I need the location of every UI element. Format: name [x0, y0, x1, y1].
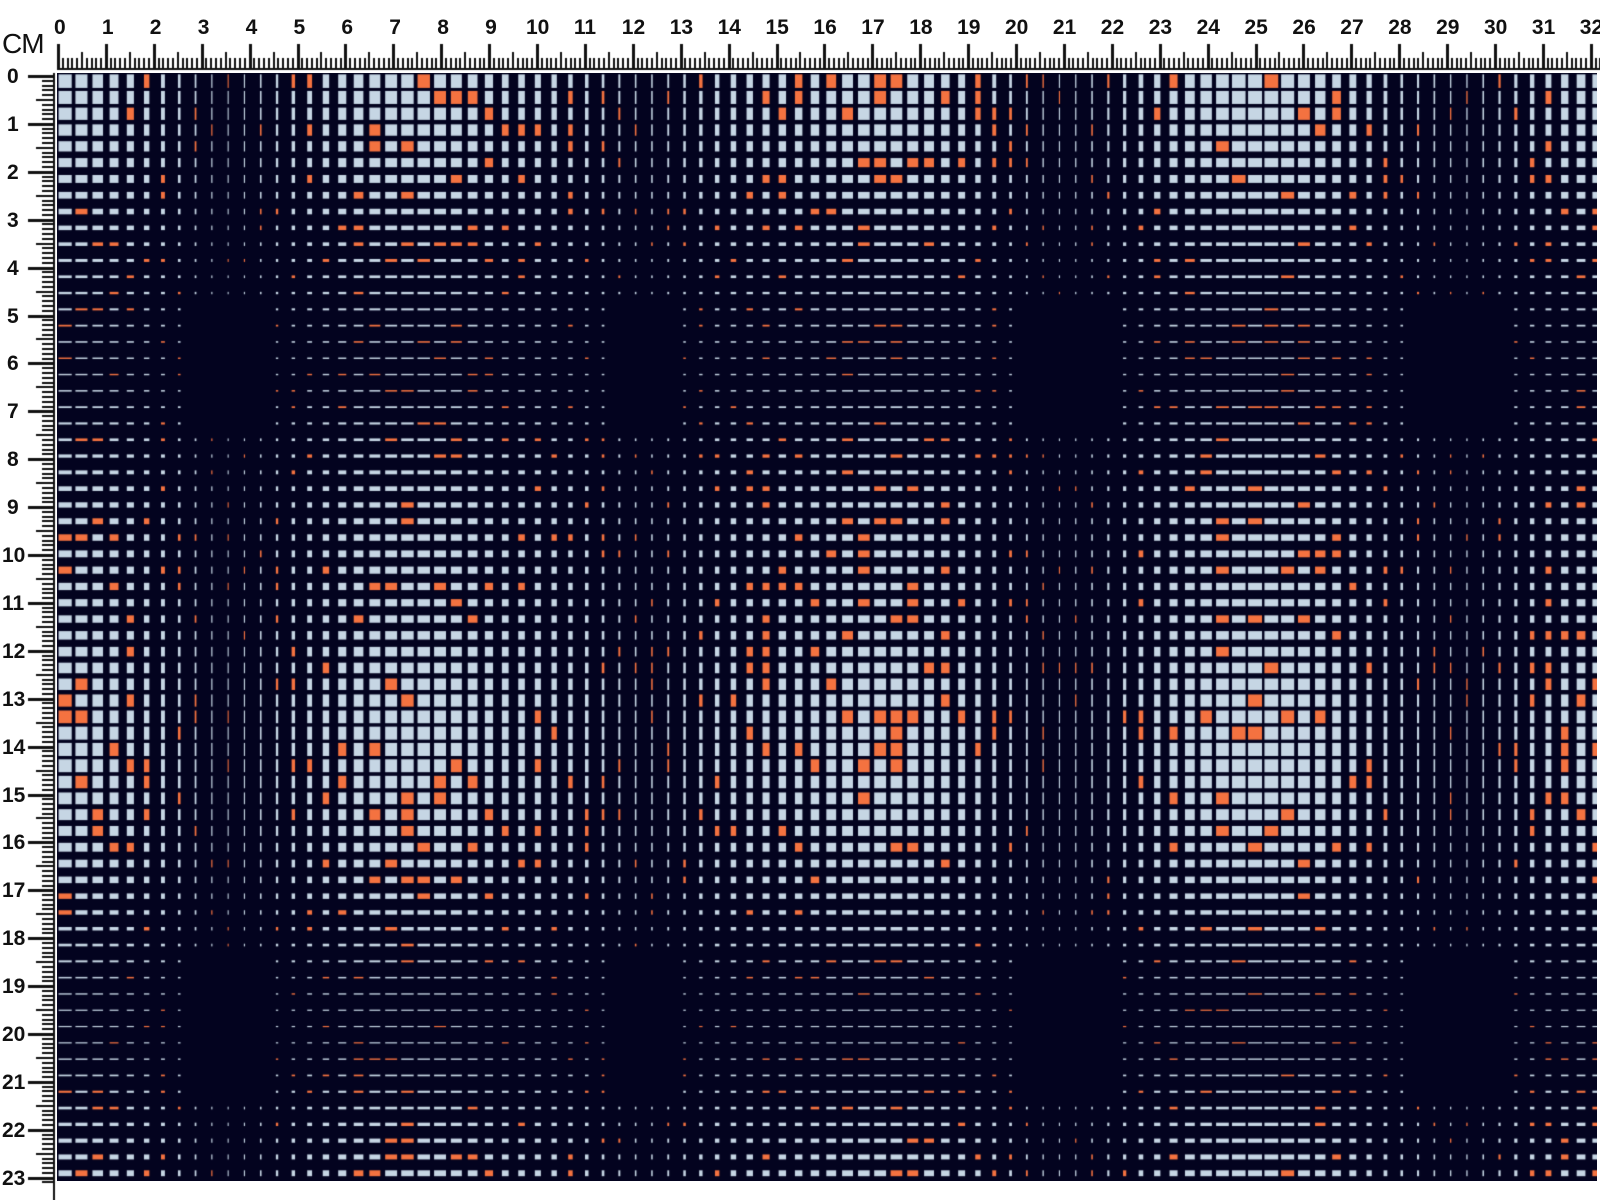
left-ruler-label: 17: [2, 879, 26, 903]
top-ruler-label: 8: [437, 16, 449, 39]
top-ruler-label: 19: [957, 16, 981, 39]
left-ruler-label: 10: [2, 544, 26, 567]
left-ruler-label: 5: [7, 304, 19, 328]
top-ruler-label: 4: [245, 16, 258, 39]
top-ruler-label: 17: [861, 16, 885, 39]
left-ruler-label: 0: [7, 65, 19, 88]
top-ruler-label: 5: [293, 16, 306, 39]
top-ruler-label: 11: [573, 16, 597, 39]
left-ruler-label: 8: [7, 448, 19, 472]
top-ruler-label: 26: [1292, 16, 1316, 39]
top-ruler-label: 23: [1148, 16, 1173, 39]
left-ruler-label: 7: [7, 400, 19, 424]
top-ruler-label: 6: [341, 16, 354, 39]
top-ruler: [0, 0, 1600, 72]
top-ruler-label: 29: [1436, 16, 1460, 39]
top-ruler-label: 13: [669, 16, 694, 39]
top-ruler-label: 18: [909, 16, 933, 39]
left-ruler-label: 13: [2, 687, 26, 711]
top-ruler-label: 20: [1005, 16, 1029, 39]
left-ruler-label: 23: [2, 1166, 26, 1190]
left-ruler-label: 15: [2, 783, 26, 807]
left-ruler-label: 4: [7, 256, 19, 280]
left-ruler-label: 18: [2, 927, 26, 951]
plaid-pattern: [57, 73, 1597, 1181]
left-ruler-label: 1: [7, 112, 19, 136]
top-ruler-label: 14: [717, 16, 741, 39]
left-ruler-label: 16: [2, 831, 26, 855]
top-ruler-label: 21: [1052, 16, 1077, 39]
left-ruler-label: 9: [7, 496, 19, 520]
top-ruler-label: 28: [1388, 16, 1412, 39]
top-ruler-label: 16: [813, 16, 837, 39]
top-ruler-label: 12: [621, 16, 646, 39]
left-ruler-label: 22: [2, 1118, 26, 1142]
top-ruler-label: 2: [149, 16, 162, 39]
top-ruler-label: 15: [765, 16, 789, 39]
top-ruler-label: 27: [1340, 16, 1364, 39]
left-ruler-label: 6: [7, 352, 19, 376]
left-ruler-label: 2: [7, 160, 19, 184]
left-ruler-label: 12: [2, 639, 26, 663]
top-ruler-label: 9: [485, 16, 497, 39]
top-ruler-label: 32: [1579, 16, 1600, 39]
left-ruler: [0, 0, 57, 1200]
left-ruler-label: 3: [7, 208, 19, 232]
left-ruler-label: 11: [2, 591, 25, 615]
top-ruler-label: 24: [1196, 16, 1220, 39]
top-ruler-label: 1: [101, 16, 114, 39]
top-ruler-label: 31: [1531, 16, 1556, 39]
left-ruler-label: 19: [2, 975, 26, 999]
top-ruler-label: 0: [54, 16, 66, 39]
top-ruler-label: 22: [1100, 16, 1125, 39]
left-ruler-label: 20: [2, 1023, 26, 1046]
top-ruler-label: 10: [526, 16, 550, 39]
left-ruler-label: 21: [2, 1070, 26, 1094]
top-ruler-label: 3: [197, 16, 210, 39]
top-ruler-label: 25: [1244, 16, 1268, 39]
top-ruler-label: 7: [389, 16, 401, 39]
left-ruler-label: 14: [2, 735, 26, 759]
top-ruler-label: 30: [1484, 16, 1508, 39]
